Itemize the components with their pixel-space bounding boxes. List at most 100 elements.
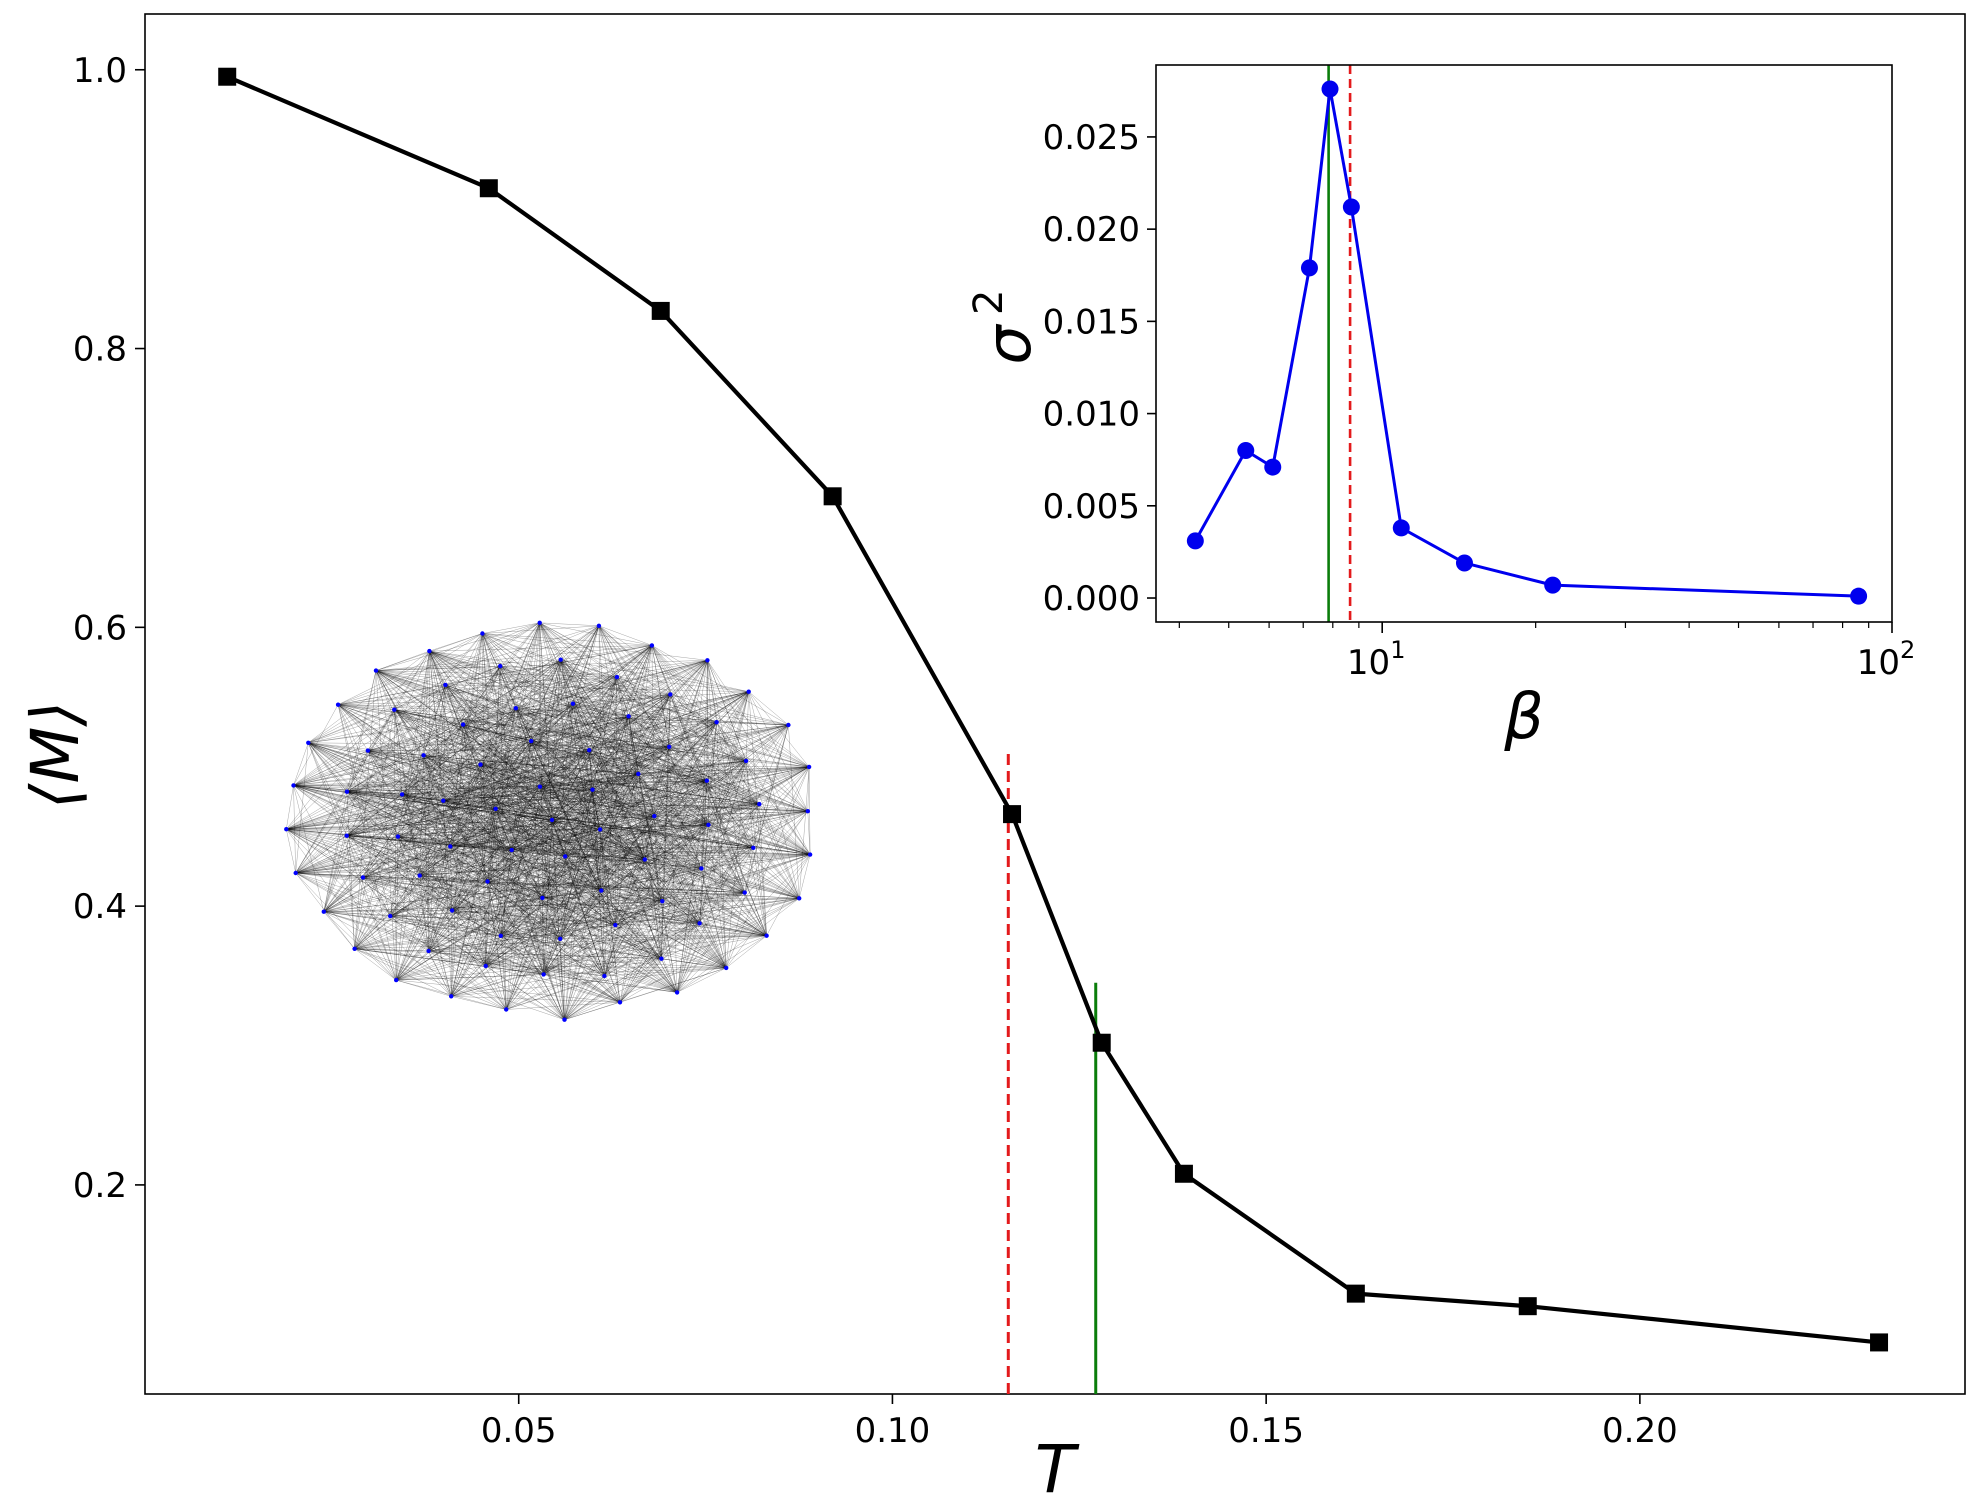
network-node (344, 833, 349, 838)
inset-data-point (1342, 198, 1360, 216)
network-node (751, 845, 756, 850)
network-node (596, 623, 602, 628)
main-ticks: 0.05 0.10 0.15 0.20 0.2 0.4 0.6 0.8 1.0 (73, 51, 1678, 1451)
network-node (443, 682, 448, 688)
main-x-tick-label: 0.05 (481, 1411, 557, 1451)
network-node (590, 787, 595, 792)
inset-x-tick-exp: 2 (1900, 636, 1915, 664)
network-node (617, 1000, 623, 1005)
network-node (724, 965, 729, 971)
inset-plot-frame (1155, 64, 1893, 623)
inset-data-point (1392, 519, 1410, 537)
network-node (636, 771, 641, 777)
network-node (395, 834, 401, 839)
network-node (668, 692, 673, 697)
network-node (513, 706, 518, 711)
main-y-tick-label: 0.4 (73, 887, 127, 927)
inset-y-axis-label-base: σ (972, 324, 1045, 365)
network-node (441, 798, 446, 803)
network-node (284, 827, 289, 832)
network-node (699, 866, 704, 871)
network-node (786, 722, 791, 728)
main-x-tick-label: 0.10 (855, 1411, 931, 1451)
network-node (392, 707, 397, 712)
network-node (394, 977, 399, 983)
network-node (746, 689, 751, 694)
network-node (562, 1017, 567, 1022)
network-node (365, 748, 371, 753)
inset-data-point (1237, 441, 1255, 459)
network-node (674, 990, 680, 995)
network-node (291, 783, 296, 788)
network-node (558, 936, 563, 941)
main-data-point (1346, 1284, 1365, 1303)
network-node (714, 720, 719, 725)
network-node (529, 738, 534, 744)
network-node (417, 873, 422, 878)
network-node (448, 844, 453, 849)
network-node (743, 758, 749, 764)
inset-y-axis-label-sup: 2 (966, 290, 1012, 315)
network-node (597, 827, 603, 832)
network-node (697, 921, 702, 926)
main-data-point (651, 301, 670, 320)
network-node (797, 896, 802, 901)
network-node (483, 963, 488, 969)
network-node (360, 875, 366, 880)
main-data-point (1518, 1297, 1537, 1316)
network-node (449, 994, 454, 999)
network-node (613, 922, 618, 928)
network-node (558, 657, 563, 662)
network-node (549, 817, 555, 823)
inset-data-point (1264, 458, 1282, 476)
network-node (649, 643, 655, 648)
main-series-line (226, 74, 1880, 1345)
inset-x-tick-label: 101 (1347, 636, 1406, 683)
network-node (460, 722, 466, 727)
network-graph (284, 620, 813, 1022)
network-node (652, 813, 657, 819)
inset-data-point (1455, 554, 1473, 572)
network-node (373, 668, 379, 673)
main-series (218, 67, 1889, 1352)
network-node (570, 701, 576, 706)
inset-x-tick-label: 102 (1857, 636, 1916, 683)
network-node (498, 663, 503, 669)
inset-y-tick-label: 0.020 (1043, 210, 1140, 250)
network-node (764, 933, 769, 938)
network-node (541, 972, 546, 977)
main-x-tick-label: 0.15 (1228, 1411, 1304, 1451)
network-node (509, 847, 514, 853)
main-y-tick-label: 1.0 (73, 51, 127, 91)
inset-series-line (1194, 87, 1859, 598)
network-node (352, 946, 357, 951)
network-node (427, 648, 432, 654)
main-y-tick-label: 0.2 (73, 1166, 127, 1206)
inset-series (1186, 80, 1868, 605)
network-edges (286, 622, 811, 1020)
inset-vlines (1327, 65, 1352, 622)
network-node (807, 852, 813, 857)
network-node (805, 809, 810, 814)
inset-data-point (1300, 259, 1318, 277)
network-node (335, 702, 341, 707)
inset-data-point (1850, 587, 1868, 605)
main-data-point (823, 487, 842, 506)
network-node (480, 631, 485, 636)
network-node (806, 764, 812, 770)
main-data-point (1174, 1164, 1193, 1183)
main-x-tick-label: 0.20 (1602, 1411, 1678, 1451)
network-node (421, 753, 426, 758)
main-y-axis-label: ⟨M⟩ (17, 701, 94, 809)
inset-y-tick-label: 0.005 (1043, 487, 1140, 527)
inset-y-axis-label: σ 2 (966, 290, 1045, 365)
network-node (706, 822, 711, 827)
main-data-point (1003, 805, 1022, 824)
main-y-tick-label: 0.8 (73, 330, 127, 370)
main-y-tick-label: 0.6 (73, 608, 127, 648)
network-node (540, 895, 545, 901)
main-plot-frame (144, 13, 1966, 1395)
network-node (449, 908, 455, 913)
